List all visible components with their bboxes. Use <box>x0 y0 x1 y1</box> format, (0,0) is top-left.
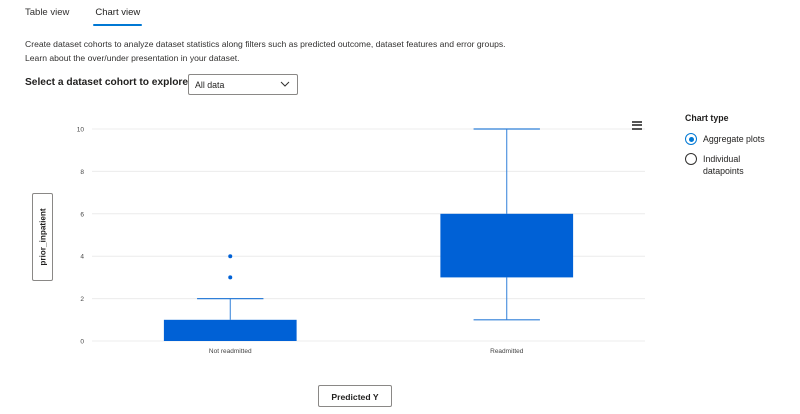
radio-selected-icon <box>685 133 697 145</box>
y-tick-label: 6 <box>80 211 84 218</box>
radio-aggregate-plots[interactable]: Aggregate plots <box>685 133 783 145</box>
view-tabs: Table view Chart view <box>18 0 147 26</box>
y-tick-label: 8 <box>80 169 84 176</box>
box-not-readmitted <box>163 319 297 341</box>
x-tick-label: Readmitted <box>490 348 524 355</box>
chevron-down-icon <box>280 81 290 87</box>
chart-type-title: Chart type <box>685 113 729 123</box>
radio-aggregate-plots-label: Aggregate plots <box>703 134 765 144</box>
outlier-point <box>228 254 233 259</box>
hamburger-menu-icon[interactable] <box>632 121 642 130</box>
x-tick-label: Not readmitted <box>209 348 252 355</box>
y-tick-label: 4 <box>80 254 84 261</box>
y-axis-label: prior_inpatient <box>38 208 47 266</box>
y-axis-selector-button[interactable]: prior_inpatient <box>32 193 53 281</box>
cohort-select-label: Select a dataset cohort to explore <box>25 77 189 88</box>
cohort-dropdown[interactable]: All data <box>188 74 298 95</box>
tab-table-view[interactable]: Table view <box>25 7 70 18</box>
x-axis-selector-button[interactable]: Predicted Y <box>318 385 392 407</box>
tab-chart-view[interactable]: Chart view <box>88 0 147 26</box>
y-tick-label: 10 <box>77 127 85 134</box>
chart-type-panel: Chart type Aggregate plots Individual da… <box>685 113 783 185</box>
box-plot-chart: 0 2 4 6 8 10 Not readmitted Readmitted <box>77 127 645 355</box>
radio-individual-datapoints[interactable]: Individual datapoints <box>685 153 783 177</box>
cohort-dropdown-value: All data <box>195 80 225 90</box>
y-tick-label: 0 <box>80 339 84 346</box>
radio-unselected-icon <box>685 153 697 165</box>
x-axis-label: Predicted Y <box>331 392 379 402</box>
outlier-point <box>228 275 233 280</box>
y-tick-label: 2 <box>80 296 84 303</box>
description-text: Create dataset cohorts to analyze datase… <box>25 39 506 63</box>
radio-individual-datapoints-label: Individual datapoints <box>703 154 744 176</box>
box-readmitted <box>440 213 574 278</box>
